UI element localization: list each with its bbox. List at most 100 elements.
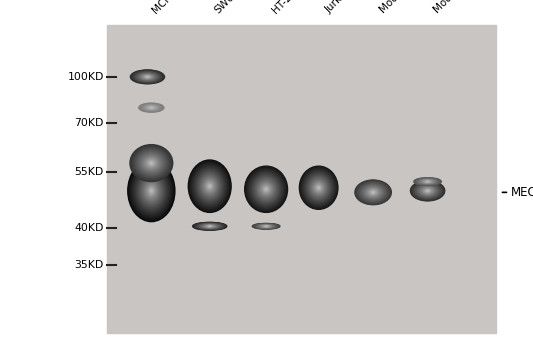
Ellipse shape — [255, 224, 278, 229]
Ellipse shape — [143, 156, 159, 170]
Ellipse shape — [205, 225, 215, 228]
Ellipse shape — [151, 162, 152, 164]
Ellipse shape — [190, 163, 229, 210]
Ellipse shape — [203, 225, 217, 228]
Text: 55KD: 55KD — [75, 167, 104, 177]
Ellipse shape — [148, 106, 155, 109]
Ellipse shape — [196, 170, 223, 203]
Ellipse shape — [142, 155, 160, 171]
Ellipse shape — [193, 166, 226, 206]
Ellipse shape — [208, 226, 212, 227]
Ellipse shape — [413, 182, 442, 199]
Ellipse shape — [204, 179, 215, 193]
Ellipse shape — [424, 189, 432, 193]
Ellipse shape — [145, 183, 158, 199]
Ellipse shape — [150, 162, 153, 164]
Ellipse shape — [189, 161, 230, 211]
Ellipse shape — [418, 179, 438, 184]
Ellipse shape — [200, 224, 219, 228]
Ellipse shape — [318, 187, 319, 188]
Ellipse shape — [144, 157, 158, 169]
Ellipse shape — [148, 187, 155, 195]
Ellipse shape — [141, 104, 161, 111]
Ellipse shape — [259, 225, 273, 228]
Ellipse shape — [208, 184, 211, 188]
Ellipse shape — [141, 74, 154, 79]
Ellipse shape — [316, 184, 322, 191]
Ellipse shape — [133, 147, 170, 179]
Ellipse shape — [427, 181, 429, 182]
Ellipse shape — [191, 163, 228, 209]
Ellipse shape — [134, 71, 161, 82]
Ellipse shape — [416, 184, 439, 197]
Ellipse shape — [139, 103, 164, 112]
Ellipse shape — [253, 175, 280, 204]
Ellipse shape — [128, 161, 174, 220]
Ellipse shape — [246, 168, 286, 211]
Ellipse shape — [137, 73, 158, 81]
Ellipse shape — [136, 150, 166, 176]
Ellipse shape — [146, 106, 157, 110]
Ellipse shape — [255, 224, 277, 229]
Ellipse shape — [255, 224, 277, 228]
Ellipse shape — [143, 156, 160, 170]
Ellipse shape — [261, 225, 271, 227]
Ellipse shape — [364, 186, 382, 198]
Ellipse shape — [196, 223, 224, 230]
Ellipse shape — [303, 170, 334, 205]
Ellipse shape — [302, 169, 335, 206]
Ellipse shape — [140, 74, 156, 80]
Ellipse shape — [423, 188, 432, 194]
Ellipse shape — [257, 224, 275, 228]
Ellipse shape — [200, 224, 220, 229]
Ellipse shape — [314, 183, 323, 193]
Ellipse shape — [136, 72, 158, 81]
Ellipse shape — [199, 173, 221, 199]
Ellipse shape — [131, 145, 172, 181]
Ellipse shape — [426, 181, 429, 182]
Ellipse shape — [301, 168, 337, 208]
Ellipse shape — [421, 180, 434, 183]
Ellipse shape — [134, 168, 168, 214]
Ellipse shape — [148, 106, 155, 109]
Ellipse shape — [143, 75, 151, 78]
Ellipse shape — [142, 75, 153, 79]
Ellipse shape — [147, 159, 156, 167]
Ellipse shape — [263, 226, 269, 227]
Ellipse shape — [150, 107, 152, 108]
Ellipse shape — [309, 177, 328, 198]
Ellipse shape — [150, 190, 152, 192]
Ellipse shape — [415, 183, 441, 198]
Ellipse shape — [423, 181, 432, 183]
Ellipse shape — [421, 187, 434, 195]
Ellipse shape — [143, 75, 152, 79]
Ellipse shape — [310, 178, 327, 197]
Ellipse shape — [149, 161, 154, 165]
Ellipse shape — [253, 224, 280, 229]
Ellipse shape — [426, 190, 429, 192]
Ellipse shape — [139, 153, 164, 174]
Ellipse shape — [142, 104, 160, 111]
Ellipse shape — [412, 182, 443, 200]
Ellipse shape — [147, 106, 156, 109]
Ellipse shape — [198, 172, 222, 201]
Ellipse shape — [425, 181, 430, 182]
Ellipse shape — [260, 182, 272, 196]
Text: SW620: SW620 — [212, 0, 245, 15]
Ellipse shape — [190, 162, 230, 211]
Ellipse shape — [414, 178, 441, 186]
Ellipse shape — [133, 71, 161, 83]
Ellipse shape — [426, 190, 429, 191]
Ellipse shape — [143, 105, 159, 111]
Ellipse shape — [143, 180, 160, 202]
Ellipse shape — [252, 174, 280, 205]
Ellipse shape — [311, 179, 326, 196]
Ellipse shape — [139, 73, 157, 80]
Ellipse shape — [307, 175, 330, 201]
Text: 70KD: 70KD — [75, 118, 104, 128]
Ellipse shape — [261, 225, 272, 228]
Ellipse shape — [197, 223, 223, 229]
Ellipse shape — [141, 154, 162, 172]
Ellipse shape — [199, 224, 220, 229]
Ellipse shape — [418, 179, 437, 184]
